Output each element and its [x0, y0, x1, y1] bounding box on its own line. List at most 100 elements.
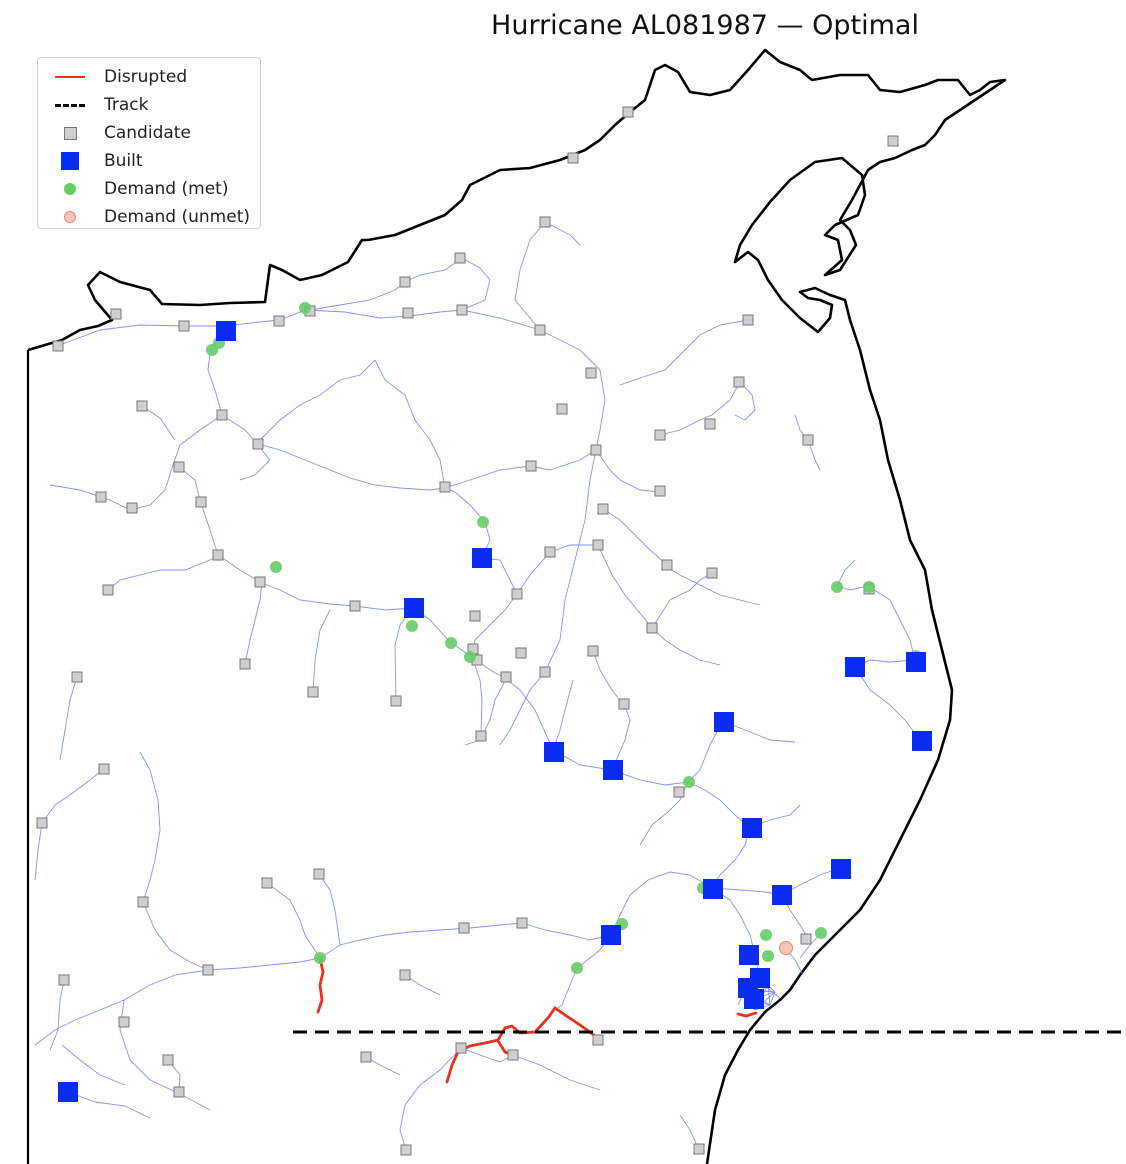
built-facility-marker: [845, 657, 865, 677]
road-segment: [318, 873, 341, 946]
demand-unmet-dot-swatch: [64, 211, 76, 223]
candidate-marker: [733, 376, 745, 388]
demand-met-marker: [815, 927, 827, 939]
candidate-marker: [556, 403, 568, 415]
candidate-marker: [307, 686, 319, 698]
road-segment: [141, 405, 176, 441]
legend-item-disrupted: Disrupted: [46, 63, 260, 91]
candidate-marker: [475, 730, 487, 742]
demand-met-dot-swatch: [64, 183, 76, 195]
road-segment: [769, 991, 776, 1006]
candidate-marker: [661, 559, 673, 571]
road-segment: [34, 822, 43, 881]
candidate-marker: [544, 546, 556, 558]
candidate-marker: [592, 1034, 604, 1046]
road-segment: [611, 703, 631, 771]
road-segment: [257, 443, 446, 491]
legend-item-built: Built: [46, 147, 260, 175]
candidate-marker: [458, 922, 470, 934]
candidate-marker: [802, 434, 814, 446]
candidate-marker: [252, 438, 264, 450]
built-facility-marker: [472, 548, 492, 568]
candidate-marker: [618, 698, 630, 710]
candidate-marker: [95, 491, 107, 503]
candidate-marker: [58, 974, 70, 986]
candidate-marker: [110, 308, 122, 320]
road-segment: [711, 887, 761, 981]
road-segment: [266, 882, 321, 959]
demand-met-marker: [270, 561, 282, 573]
demand-met-marker: [314, 952, 326, 964]
road-segment: [512, 1054, 601, 1091]
disrupted-segments: [316, 956, 758, 1084]
candidate-marker: [71, 671, 83, 683]
candidate-square-swatch: [63, 126, 77, 140]
road-segment: [651, 627, 721, 666]
candidate-marker: [313, 868, 325, 880]
built-facility-marker: [906, 652, 926, 672]
candidate-marker: [742, 314, 754, 326]
road-segment: [679, 1114, 700, 1151]
candidate-marker: [597, 503, 609, 515]
candidate-marker: [126, 502, 138, 514]
demand-met-marker: [206, 344, 218, 356]
road-segment: [552, 679, 574, 751]
candidate-marker: [399, 969, 411, 981]
built-facility-marker: [404, 598, 424, 618]
road-segment: [499, 671, 546, 746]
candidate-marker: [500, 671, 512, 683]
candidate-marker: [400, 1144, 412, 1156]
road-segment: [139, 751, 161, 903]
legend-label: Track: [104, 95, 149, 115]
candidate-marker: [390, 695, 402, 707]
road-segment: [602, 508, 668, 566]
road-segment: [687, 781, 751, 829]
road-segment: [592, 650, 623, 704]
candidate-marker: [585, 367, 597, 379]
candidate-marker: [402, 307, 414, 319]
road-segment: [651, 572, 713, 629]
road-segment: [544, 221, 581, 246]
candidate-marker: [98, 763, 110, 775]
legend: Disrupted Track Candidate Built Demand (…: [37, 57, 261, 229]
road-segment: [49, 414, 223, 511]
candidate-marker: [646, 622, 658, 634]
coastline: [27, 48, 1007, 1164]
built-facility-marker: [601, 925, 621, 945]
demand-met-marker: [760, 929, 772, 941]
track-line-swatch: [55, 103, 85, 107]
built-facility-marker: [58, 1082, 78, 1102]
built-facility-marker: [603, 760, 623, 780]
road-segment: [460, 1047, 514, 1063]
candidate-marker: [136, 400, 148, 412]
candidate-marker: [36, 817, 48, 829]
road-segment: [179, 467, 263, 584]
built-facility-marker: [544, 742, 564, 762]
candidate-marker: [360, 1051, 372, 1063]
disrupted-line-swatch: [55, 76, 85, 78]
road-segment: [836, 559, 856, 587]
candidate-marker: [525, 460, 537, 472]
road-segment: [734, 381, 756, 421]
road-segment: [107, 554, 219, 591]
demand-met-marker: [863, 581, 875, 593]
demand-met-marker: [831, 581, 843, 593]
candidate-marker: [567, 152, 579, 164]
candidate-marker: [592, 539, 604, 551]
road-segment: [444, 487, 491, 559]
road-segment: [312, 609, 331, 693]
road-segment: [59, 676, 78, 761]
demand-unmet-points: [779, 941, 793, 955]
road-segment: [461, 257, 491, 311]
legend-label: Demand (met): [104, 179, 229, 199]
candidate-marker: [52, 340, 64, 352]
legend-item-candidate: Candidate: [46, 119, 260, 147]
road-segment: [49, 979, 65, 1051]
road-segment: [399, 1047, 462, 1151]
built-facility-marker: [742, 818, 762, 838]
road-segment: [514, 221, 546, 331]
demand-met-marker: [299, 302, 311, 314]
candidate-marker: [673, 786, 685, 798]
candidate-marker: [704, 418, 716, 430]
